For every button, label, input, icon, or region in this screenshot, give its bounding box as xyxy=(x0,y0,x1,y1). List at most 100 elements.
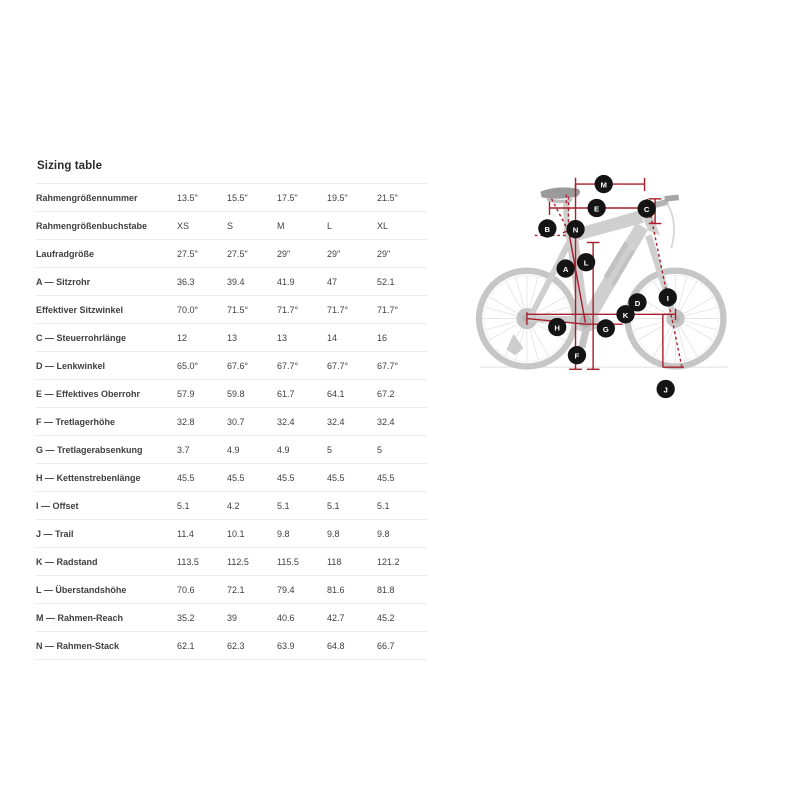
table-row: D — Lenkwinkel 65.0° 67.6° 67.7° 67.7° 67.7° xyxy=(36,351,427,380)
table-cell: 9.8 xyxy=(277,528,290,539)
table-cell: 29" xyxy=(277,248,291,259)
table-row-label: L — Überstandshöhe xyxy=(36,584,127,595)
table-row: C — Steuerrohrlänge 12 13 13 14 16 xyxy=(36,323,427,352)
dash-seat-ext xyxy=(550,198,570,232)
table-row: A — Sitzrohr 36.3 39.4 41.9 47 52.1 xyxy=(36,267,427,296)
dimension-badge-K: K xyxy=(616,305,635,324)
table-cell: 17.5" xyxy=(277,192,298,203)
table-cell: 16 xyxy=(377,332,388,343)
dash-head-axis xyxy=(646,198,683,368)
badge-label: K xyxy=(623,311,629,320)
badge-circle-icon xyxy=(628,293,647,312)
table-cell: 9.8 xyxy=(377,528,390,539)
badge-circle-icon xyxy=(656,379,675,399)
table-cell: 5.1 xyxy=(327,500,340,511)
table-cell: 115.5 xyxy=(277,556,299,567)
table-cell: 70.6 xyxy=(177,584,195,595)
table-cell: 9.8 xyxy=(327,528,340,539)
table-cell: 67.7° xyxy=(377,360,399,371)
table-row-label: K — Radstand xyxy=(36,556,98,567)
table-cell: 47 xyxy=(327,276,338,287)
table-cell: 57.9 xyxy=(177,388,195,399)
table-row-label: H — Kettenstrebenlänge xyxy=(36,472,141,483)
table-row: N — Rahmen-Stack 62.1 62.3 63.9 64.8 66.7 xyxy=(36,631,427,660)
badge-label: L xyxy=(584,259,589,268)
table-cell: S xyxy=(227,220,234,231)
table-cell: 32.8 xyxy=(177,416,195,427)
table-cell: 70.0° xyxy=(177,304,199,315)
table-cell: 12 xyxy=(177,332,188,343)
badge-label: M xyxy=(600,181,606,190)
table-cell: 71.7° xyxy=(277,304,299,315)
table-row-label: A — Sitzrohr xyxy=(36,276,91,287)
sizing-table: Rahmengrößennummer 13.5" 15.5" 17.5" 19.5" 21… xyxy=(36,183,427,660)
badge-label: G xyxy=(603,325,609,334)
table-cell: 121.2 xyxy=(377,556,400,567)
table-cell: 40.6 xyxy=(277,612,295,623)
table-cell: 11.4 xyxy=(177,528,194,539)
dimension-badge-D: D xyxy=(628,293,647,312)
badge-circle-icon xyxy=(658,288,677,307)
table-cell: 10.1 xyxy=(227,528,245,539)
table-row-label: F — Tretlagerhöhe xyxy=(36,416,116,427)
table-cell: 67.2 xyxy=(377,388,395,399)
table-cell: 79.4 xyxy=(277,584,295,595)
table-row: G — Tretlagerabsenkung 3.7 4.9 4.9 5 5 xyxy=(36,435,427,464)
badge-circle-icon xyxy=(566,219,585,239)
dimension-badge-E: E xyxy=(587,198,606,218)
table-cell: 32.4 xyxy=(277,416,295,427)
table-cell: 67.7° xyxy=(277,360,299,371)
badge-label: D xyxy=(635,299,641,308)
dimension-badge-M: M xyxy=(594,174,613,194)
table-cell: 30.7 xyxy=(227,416,245,427)
sizing-table-body: Rahmengrößennummer 13.5" 15.5" 17.5" 19.5" 21… xyxy=(36,183,427,660)
table-cell: 4.2 xyxy=(227,500,240,511)
dimension-badge-F: F xyxy=(567,346,587,365)
table-cell: 32.4 xyxy=(377,416,395,427)
table-cell: 45.5 xyxy=(277,472,295,483)
table-row-label: Effektiver Sitzwinkel xyxy=(36,304,124,315)
table-cell: 72.1 xyxy=(227,584,245,595)
table-row: F — Tretlagerhöhe 32.8 30.7 32.4 32.4 32.4 xyxy=(36,407,427,436)
dimension-badge-H: H xyxy=(548,317,567,337)
table-cell: XL xyxy=(377,220,389,231)
table-cell: 45.5 xyxy=(177,472,195,483)
dimension-badge-L: L xyxy=(576,253,596,272)
table-cell: 63.9 xyxy=(277,640,295,651)
page-title: Sizing table xyxy=(37,160,103,172)
table-cell: 29" xyxy=(327,248,341,259)
dim-line-A xyxy=(567,230,587,323)
badge-circle-icon xyxy=(596,319,615,338)
badge-circle-icon xyxy=(548,317,567,337)
table-cell: 62.3 xyxy=(227,640,245,651)
badge-label: E xyxy=(594,205,599,214)
table-cell: 13 xyxy=(227,332,238,343)
table-cell: 45.2 xyxy=(377,612,395,623)
badge-circle-icon xyxy=(637,199,656,218)
table-cell: 13 xyxy=(277,332,288,343)
table-cell: 36.3 xyxy=(177,276,195,287)
dimension-badge-layer: A B C D E F G H I J K L M N xyxy=(538,174,677,399)
table-row-label: E — Effektives Oberrohr xyxy=(36,388,141,399)
dimension-badge-G: G xyxy=(596,319,615,338)
table-row-label: J — Trail xyxy=(36,528,74,539)
table-cell: 81.8 xyxy=(377,584,395,595)
table-cell: 39 xyxy=(227,612,238,623)
table-cell: 4.9 xyxy=(277,444,290,455)
table-cell: 45.5 xyxy=(377,472,395,483)
table-cell: 45.5 xyxy=(327,472,345,483)
badge-label: B xyxy=(545,225,551,234)
table-cell: 59.8 xyxy=(227,388,245,399)
table-row: L — Überstandshöhe 70.6 72.1 79.4 81.6 81.8 xyxy=(36,575,427,604)
table-row-label: D — Lenkwinkel xyxy=(36,360,106,371)
table-cell: 5.1 xyxy=(377,500,390,511)
bicycle-geometry-diagram: A B C D E F G H I J K L M N xyxy=(418,158,788,408)
table-cell: 42.7 xyxy=(327,612,345,623)
table-cell: 5.1 xyxy=(177,500,190,511)
badge-circle-icon xyxy=(567,346,587,365)
badge-label: J xyxy=(664,386,668,395)
table-cell: 113.5 xyxy=(177,556,199,567)
table-cell: 3.7 xyxy=(177,444,190,455)
badge-label: N xyxy=(573,226,579,235)
table-cell: 64.8 xyxy=(327,640,345,651)
